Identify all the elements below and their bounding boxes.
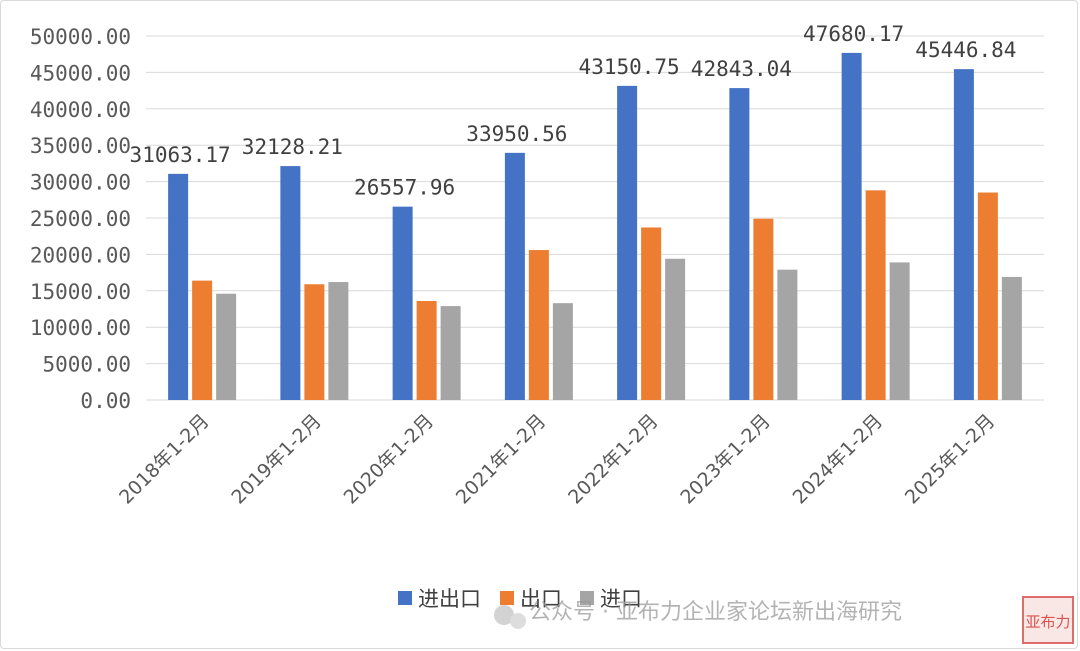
legend-swatch: [500, 591, 514, 605]
bar: [504, 152, 525, 400]
legend-label: 出口: [520, 587, 562, 611]
bar: [528, 250, 549, 400]
wechat-icon: [494, 605, 526, 629]
y-tick-label: 10000.00: [30, 316, 131, 340]
bar: [392, 206, 413, 400]
x-tick-label: 2020年1-2月: [340, 410, 439, 509]
bar: [777, 269, 798, 400]
y-tick-label: 30000.00: [30, 171, 131, 195]
bar: [192, 280, 213, 400]
y-tick-label: 40000.00: [30, 98, 131, 122]
y-tick-label: 45000.00: [30, 61, 131, 85]
y-tick-label: 20000.00: [30, 243, 131, 267]
y-tick-label: 50000.00: [30, 25, 131, 49]
bar: [552, 303, 573, 400]
bar: [841, 52, 862, 400]
y-tick-label: 5000.00: [42, 353, 131, 377]
bar: [328, 282, 349, 400]
y-tick-label: 35000.00: [30, 134, 131, 158]
x-tick-label: 2021年1-2月: [452, 410, 551, 509]
data-label: 43150.75: [579, 55, 680, 79]
seal-stamp: 亚布力: [1022, 596, 1074, 644]
bar: [416, 300, 437, 400]
data-label: 42843.04: [691, 57, 792, 81]
watermark-text: 公众号 · 亚布力企业家论坛新出海研究: [529, 600, 902, 625]
legend-label: 进口: [600, 587, 642, 611]
bar: [617, 85, 638, 400]
data-label: 31063.17: [130, 143, 231, 167]
y-tick-label: 25000.00: [30, 207, 131, 231]
x-tick-label: 2018年1-2月: [115, 410, 214, 509]
x-tick-label: 2022年1-2月: [564, 410, 663, 509]
legend-swatch: [398, 591, 412, 605]
data-label: 33950.56: [466, 122, 567, 146]
data-label: 26557.96: [354, 176, 455, 200]
y-tick-label: 15000.00: [30, 280, 131, 304]
legend-swatch: [580, 591, 594, 605]
bar: [280, 166, 301, 400]
seal-text: 亚布力: [1025, 613, 1070, 631]
data-label: 47680.17: [803, 22, 904, 46]
bar: [753, 218, 774, 400]
data-label: 45446.84: [915, 38, 1016, 62]
bar: [168, 173, 189, 400]
bar: [977, 192, 998, 400]
legend-label: 进出口: [418, 587, 481, 611]
bar: [641, 227, 662, 400]
bar: [889, 262, 910, 400]
x-tick-label: 2025年1-2月: [901, 410, 1000, 509]
bar: [729, 88, 750, 401]
data-label: 32128.21: [242, 135, 343, 159]
bar: [665, 258, 686, 400]
bar: [1001, 276, 1022, 400]
x-tick-label: 2019年1-2月: [227, 410, 326, 509]
bar: [440, 306, 461, 400]
bar: [865, 190, 886, 400]
x-tick-label: 2024年1-2月: [789, 410, 888, 509]
x-tick-label: 2023年1-2月: [676, 410, 775, 509]
bar: [953, 69, 974, 400]
y-tick-label: 0.00: [80, 389, 131, 413]
watermark: 公众号 · 亚布力企业家论坛新出海研究 亚布力: [494, 596, 1074, 644]
bar: [216, 293, 237, 400]
bar: [304, 284, 325, 400]
